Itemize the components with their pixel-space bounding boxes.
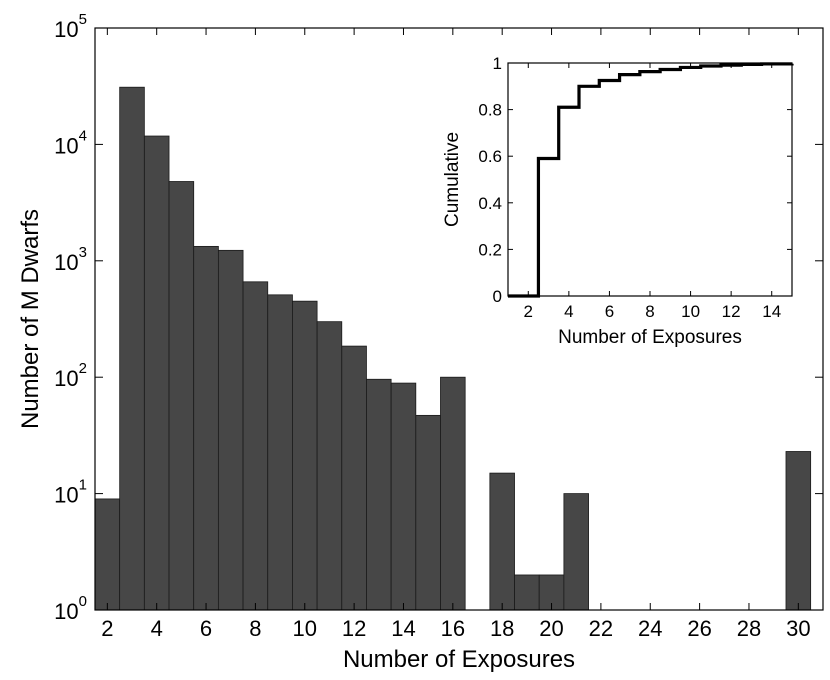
- inset-y-axis-label: Cumulative: [442, 132, 463, 227]
- x-tick-label: 18: [490, 616, 514, 641]
- inset-y-tick-label: 0.8: [478, 101, 502, 120]
- x-tick-label: 12: [342, 616, 366, 641]
- inset-cumulative-line: [508, 62, 794, 298]
- x-tick-label: 2: [101, 616, 113, 641]
- x-tick-label: 6: [200, 616, 212, 641]
- histogram-bar: [267, 294, 293, 611]
- x-tick-label: 28: [737, 616, 761, 641]
- inset-y-tick-label: 0: [493, 287, 502, 306]
- histogram-bar: [316, 321, 343, 611]
- y-tick-exponent: 0: [79, 593, 87, 610]
- main-y-axis-label: Number of M Dwarfs: [17, 209, 44, 429]
- y-tick-exponent: 4: [79, 127, 87, 144]
- inset-background: [508, 63, 792, 296]
- inset-x-tick-label: 6: [605, 302, 614, 321]
- inset-y-tick-label: 1: [493, 54, 502, 73]
- y-tick-exponent: 3: [79, 244, 87, 261]
- y-tick-exponent: 2: [79, 360, 87, 377]
- inset-x-tick-label: 14: [762, 302, 781, 321]
- histogram-bar: [217, 249, 244, 611]
- histogram-bar: [440, 376, 466, 611]
- x-tick-label: 24: [638, 616, 662, 641]
- inset-x-tick-label: 12: [722, 302, 741, 321]
- histogram-bar: [242, 281, 269, 611]
- x-tick-label: 26: [687, 616, 711, 641]
- histogram-bar: [168, 181, 195, 611]
- histogram-bar: [193, 245, 219, 611]
- inset-x-tick-label: 4: [564, 302, 573, 321]
- inset-cumulative-plot: 2 4 6 8 10 12 14 0 0.2 0.4 0.6 0.8 1 Number of Expo…: [442, 54, 794, 348]
- inset-y-tick-label: 0.6: [478, 147, 502, 166]
- histogram-bar: [341, 345, 367, 611]
- y-tick-exponent: 1: [79, 477, 87, 494]
- main-bars: [94, 86, 812, 611]
- inset-x-axis-label: Number of Exposures: [558, 327, 742, 348]
- inset-x-tick-label: 10: [681, 302, 700, 321]
- histogram-bar: [390, 382, 417, 611]
- x-tick-label: 14: [391, 616, 415, 641]
- histogram-bar: [366, 378, 392, 611]
- main-plot-frame: [94, 27, 824, 611]
- main-x-axis-label: Number of Exposures: [343, 646, 575, 673]
- histogram-bar: [119, 86, 145, 611]
- y-tick-exponent: 5: [79, 11, 87, 28]
- inset-y-tick-label: 0.4: [478, 194, 502, 213]
- histogram-bar: [415, 414, 441, 611]
- inset-x-tick-label: 2: [524, 302, 533, 321]
- x-tick-label: 16: [441, 616, 465, 641]
- x-tick-label: 22: [589, 616, 613, 641]
- histogram-bar: [489, 472, 515, 611]
- histogram-bar: [785, 451, 812, 611]
- histogram-bar: [563, 493, 589, 611]
- x-tick-label: 30: [786, 616, 810, 641]
- histogram-bar: [143, 135, 170, 611]
- main-x-ticks: 2 4 6 8 10 12 14 16 18 20 22 24 26 28 30: [101, 28, 811, 641]
- inset-x-ticks: 2 4 6 8 10 12 14: [524, 63, 781, 321]
- histogram-bar: [292, 300, 318, 611]
- histogram-bar: [94, 498, 121, 611]
- x-tick-label: 20: [539, 616, 563, 641]
- x-tick-label: 8: [249, 616, 261, 641]
- x-tick-label: 4: [151, 616, 163, 641]
- histogram-bar: [514, 574, 540, 611]
- inset-y-ticks: 0 0.2 0.4 0.6 0.8 1: [478, 54, 792, 306]
- main-histogram: 2 4 6 8 10 12 14 16 18 20 22 24 26 28 30 1001011021031…: [17, 11, 824, 673]
- x-tick-label: 10: [293, 616, 317, 641]
- inset-y-tick-label: 0.2: [478, 240, 502, 259]
- inset-x-tick-label: 8: [645, 302, 654, 321]
